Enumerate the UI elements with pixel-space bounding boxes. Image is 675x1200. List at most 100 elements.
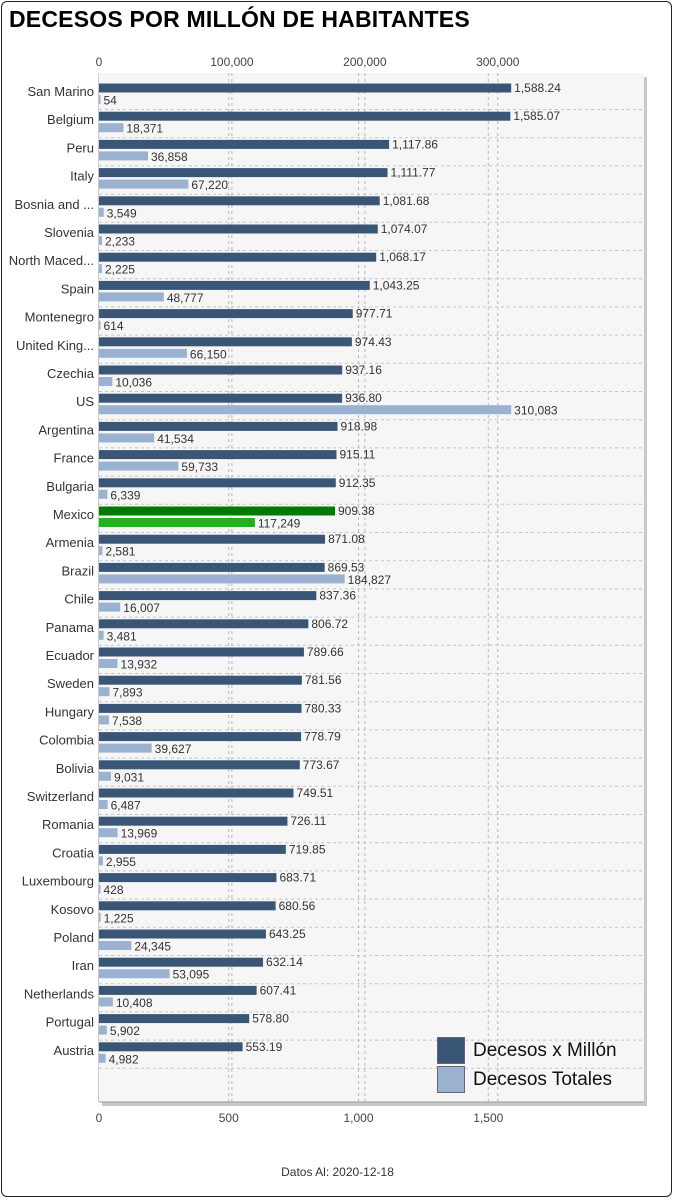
data-label-per-million: 871.08 (328, 532, 365, 546)
category-label: Armenia (46, 535, 95, 550)
data-label-total: 10,036 (115, 376, 152, 390)
bar-total (99, 997, 113, 1007)
data-label-total: 59,733 (181, 460, 218, 474)
bar-per-million (99, 450, 337, 460)
data-label-total: 6,487 (111, 799, 141, 813)
data-label-total: 3,481 (107, 629, 137, 643)
data-label-total: 4,982 (109, 1052, 139, 1066)
data-label-per-million: 578.80 (252, 1012, 289, 1026)
category-label: Panama (46, 620, 95, 635)
data-label-per-million: 1,588.24 (514, 81, 561, 95)
data-label-total: 2,955 (106, 855, 136, 869)
bar-per-million (99, 901, 276, 911)
data-label-per-million: 680.56 (279, 899, 316, 913)
bar-per-million (99, 760, 300, 770)
bar-total (99, 856, 103, 866)
data-label-per-million: 936.80 (345, 391, 382, 405)
bar-per-million (99, 675, 302, 685)
top-axis-tick-label: 0 (96, 55, 103, 69)
bar-total (99, 884, 101, 894)
category-label: Switzerland (27, 789, 94, 804)
category-label: Netherlands (24, 986, 95, 1001)
data-label-per-million: 1,081.68 (383, 194, 430, 208)
bar-per-million (99, 224, 378, 234)
data-label-total: 5,902 (110, 1024, 140, 1038)
category-label: Romania (42, 817, 95, 832)
category-label: US (76, 394, 94, 409)
data-label-total: 10,408 (116, 996, 153, 1010)
category-label: San Marino (28, 84, 94, 99)
category-label: Brazil (61, 563, 94, 578)
data-label-total: 6,339 (110, 488, 140, 502)
bottom-axis-tick-label: 1,000 (344, 1111, 374, 1125)
data-label-per-million: 719.85 (289, 842, 326, 856)
category-label: Iran (72, 958, 94, 973)
data-label-per-million: 909.38 (338, 504, 375, 518)
data-label-total: 2,581 (105, 545, 135, 559)
bar-total (99, 123, 124, 133)
legend-item-per-million: Decesos x Millón (437, 1036, 617, 1065)
bar-total (99, 433, 155, 443)
legend-swatch-total (437, 1066, 465, 1093)
top-axis-tick-label: 200,000 (343, 55, 387, 69)
category-label: Croatia (52, 845, 95, 860)
chart-title: DECESOS POR MILLÓN DE HABITANTES (9, 6, 470, 32)
bar-total (99, 546, 103, 556)
legend-swatch-per-million (437, 1037, 465, 1064)
data-label-total: 41,534 (157, 432, 194, 446)
bar-total (99, 771, 112, 781)
data-label-total: 18,371 (126, 122, 163, 136)
data-label-per-million: 607.41 (260, 983, 297, 997)
legend-label-per-million: Decesos x Millón (473, 1039, 617, 1061)
bar-total (99, 687, 110, 697)
bar-total (99, 292, 164, 302)
bottom-axis-tick-label: 500 (219, 1111, 239, 1125)
bar-per-million (99, 252, 377, 262)
data-label-total: 3,549 (107, 206, 137, 220)
data-label-per-million: 1,074.07 (381, 222, 428, 236)
category-label: United King... (16, 338, 94, 353)
data-label-total: 13,969 (121, 827, 158, 841)
bar-total (99, 659, 118, 668)
bar-total (99, 1053, 106, 1063)
bottom-axis-tick-label: 1,500 (473, 1111, 503, 1125)
bar-per-million (99, 619, 309, 629)
category-label: Belgium (47, 112, 94, 127)
data-label-total: 614 (104, 319, 124, 333)
data-label-total: 24,345 (134, 940, 171, 954)
data-label-per-million: 789.66 (307, 645, 344, 659)
category-label: Luxembourg (22, 874, 94, 889)
category-label: Ecuador (46, 648, 95, 663)
bar-per-million (99, 647, 304, 657)
data-label-total: 39,627 (155, 742, 192, 756)
category-label: Austria (54, 1043, 95, 1058)
data-label-per-million: 683.71 (279, 871, 316, 885)
top-axis-tick-label: 300,000 (476, 55, 520, 69)
data-label-per-million: 918.98 (340, 419, 377, 433)
category-label: Czechia (47, 366, 95, 381)
category-label: Kosovo (51, 902, 94, 917)
bar-per-million (99, 83, 512, 93)
data-label-total: 66,150 (190, 347, 227, 361)
data-label-per-million: 1,111.77 (391, 166, 436, 180)
bar-per-million (99, 337, 352, 347)
data-label-total: 117,249 (258, 517, 301, 531)
data-label-total: 184,827 (348, 573, 392, 587)
data-label-total: 13,932 (121, 658, 158, 672)
data-label-per-million: 837.36 (319, 589, 356, 603)
data-label-per-million: 1,117.86 (392, 137, 438, 151)
bar-per-million (99, 139, 390, 149)
category-label: Argentina (38, 422, 94, 437)
data-label-per-million: 912.35 (339, 476, 376, 490)
bar-total (99, 236, 102, 245)
data-label-total: 54 (104, 94, 118, 108)
data-label-total: 2,225 (105, 263, 135, 277)
bar-total (99, 828, 118, 838)
bar-total (99, 489, 108, 499)
bar-per-million (99, 732, 302, 742)
data-label-total: 53,095 (173, 968, 210, 982)
data-date-footer: Datos Al: 2020-12-18 (281, 1165, 394, 1179)
data-label-per-million: 974.43 (355, 335, 392, 349)
bar-total (99, 320, 101, 330)
top-axis-tick-label: 100,000 (210, 55, 254, 69)
